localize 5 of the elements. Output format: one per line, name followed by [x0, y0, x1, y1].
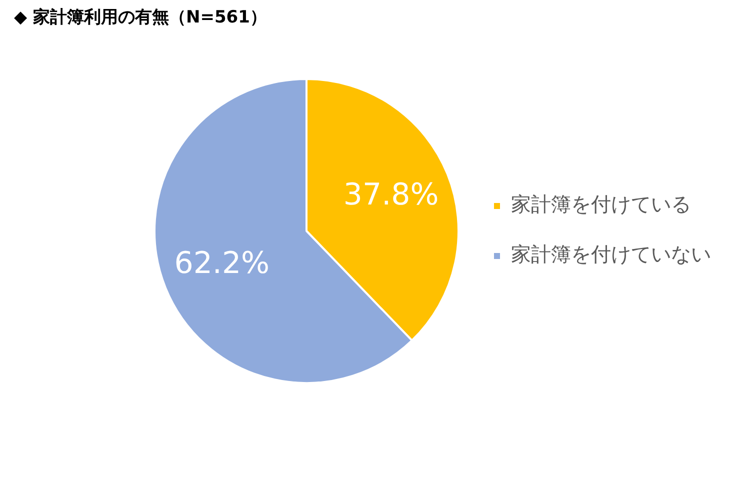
data-label: 62.2% [174, 246, 270, 281]
data-label: 37.8% [343, 178, 439, 213]
legend-label: 家計簿を付けている [511, 192, 691, 216]
legend-label: 家計簿を付けていない [511, 242, 711, 266]
chart-title: ◆ 家計簿利用の有無（N=561） [14, 7, 267, 28]
